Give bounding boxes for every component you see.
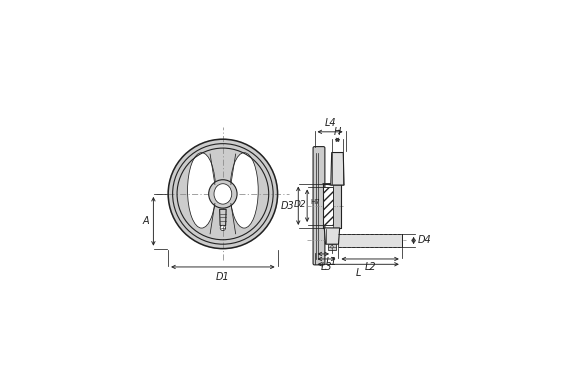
Text: D1: D1 bbox=[216, 272, 230, 282]
Text: L2: L2 bbox=[364, 262, 376, 272]
Text: L3: L3 bbox=[321, 262, 332, 272]
Circle shape bbox=[220, 225, 226, 230]
Text: H7: H7 bbox=[311, 199, 321, 205]
Text: D4: D4 bbox=[417, 235, 431, 245]
Text: A: A bbox=[143, 216, 150, 226]
Bar bbox=[322, 184, 341, 228]
Circle shape bbox=[209, 180, 237, 208]
Bar bbox=[333, 184, 341, 228]
Ellipse shape bbox=[214, 184, 232, 204]
Text: D3: D3 bbox=[281, 201, 294, 211]
Circle shape bbox=[168, 139, 278, 248]
Bar bbox=[339, 234, 402, 247]
Bar bbox=[322, 184, 324, 228]
FancyBboxPatch shape bbox=[313, 147, 325, 265]
Bar bbox=[324, 187, 333, 225]
Text: L1: L1 bbox=[325, 257, 337, 267]
Text: L: L bbox=[356, 268, 361, 278]
Polygon shape bbox=[331, 152, 344, 185]
Text: D2: D2 bbox=[294, 200, 306, 209]
Text: L4: L4 bbox=[324, 118, 336, 128]
Polygon shape bbox=[322, 184, 344, 185]
Ellipse shape bbox=[230, 153, 258, 228]
Bar bbox=[328, 244, 336, 250]
Ellipse shape bbox=[187, 153, 216, 228]
Polygon shape bbox=[219, 209, 226, 225]
Text: H: H bbox=[333, 127, 341, 137]
Circle shape bbox=[331, 246, 333, 248]
Polygon shape bbox=[324, 228, 340, 244]
